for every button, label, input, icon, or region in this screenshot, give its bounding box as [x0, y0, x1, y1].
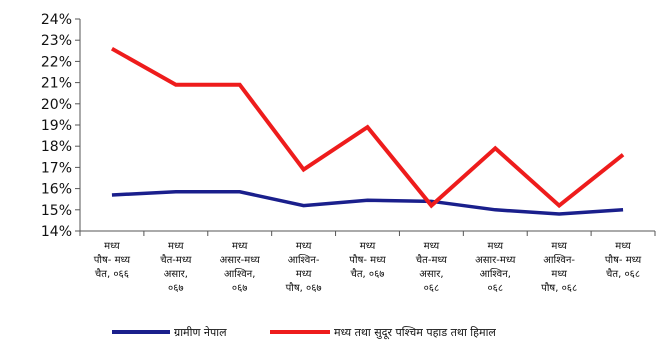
y-tick-label: 19%	[41, 118, 72, 134]
x-category-label-line: असार-मध्य	[475, 255, 515, 266]
x-category-label-line: चैत, ०६६	[95, 268, 129, 280]
x-category-label: मध्य असार-मध्य आश्विन, ०६८	[475, 241, 515, 294]
x-category-label-line: आश्विन,	[224, 268, 255, 280]
x-category-label-line: मध्य	[551, 241, 567, 252]
x-category-label-line: मध्य	[615, 241, 631, 252]
x-category-label-line: असार-मध्य	[220, 255, 260, 266]
x-category-label: मध्य पौष- मध्य चैत, ०६६	[94, 241, 131, 280]
x-category-label-line: ०६७	[168, 283, 184, 294]
x-category-label-line: असार,	[419, 269, 443, 280]
x-category-label-line: मध्य	[296, 269, 312, 280]
y-tick-label: 22%	[41, 54, 72, 70]
x-category-label-line: मध्य	[104, 241, 120, 252]
x-category-label-line: आश्विन-	[288, 254, 320, 266]
legend-label-1: ग्रामीण नेपाल	[174, 326, 227, 339]
x-category-label-line: पौष- मध्य	[605, 254, 642, 266]
y-tick-label: 15%	[41, 203, 72, 219]
x-category-label-line: मध्य	[232, 241, 248, 252]
y-tick-label: 17%	[41, 160, 72, 176]
x-category-label-line: मध्य	[360, 241, 376, 252]
x-category-label-line: पौष, ०६७	[286, 282, 322, 294]
x-category-label: मध्य आश्विन- मध्य पौष, ०६८	[541, 241, 577, 294]
x-category-label-line: चैत-मध्य	[416, 254, 447, 266]
x-category-label: मध्य पौष- मध्य चैत, ०६७	[349, 241, 386, 280]
x-category-label-line: चैत, ०६७	[350, 268, 384, 280]
x-category-label-line: मध्य	[488, 241, 504, 252]
x-category-label-line: ०६८	[424, 283, 440, 294]
x-category-label-line: चैत, ०६८	[606, 268, 640, 280]
x-category-label-line: मध्य	[424, 241, 440, 252]
chart-legend: ग्रामीण नेपाल मध्य तथा सुदूर पश्चिम पहाड …	[112, 326, 496, 340]
x-category-label-line: मध्य	[551, 269, 567, 280]
y-tick-label: 21%	[41, 76, 72, 92]
chart-axes	[75, 18, 656, 236]
y-axis-tick-labels: 14% 15% 16% 17% 18% 19% 20% 21% 22% 23% 24%	[41, 12, 72, 240]
x-category-label-line: मध्य	[168, 241, 184, 252]
x-category-label-line: आश्विन-	[543, 254, 575, 266]
x-category-label-line: मध्य	[296, 241, 312, 252]
y-tick-label: 16%	[41, 182, 72, 198]
x-category-label: मध्य असार-मध्य आश्विन, ०६७	[220, 241, 260, 294]
x-category-label: मध्य पौष- मध्य चैत, ०६८	[605, 241, 642, 280]
x-category-label-line: आश्विन,	[480, 268, 511, 280]
x-category-label-line: पौष- मध्य	[94, 254, 131, 266]
legend-label-2: मध्य तथा सुदूर पश्चिम पहाड तथा हिमाल	[334, 326, 496, 340]
x-category-label-line: ०६७	[232, 283, 248, 294]
y-tick-label: 23%	[41, 33, 72, 49]
x-category-label: मध्य आश्विन- मध्य पौष, ०६७	[286, 241, 322, 294]
y-tick-label: 14%	[41, 224, 72, 240]
y-tick-label: 20%	[41, 97, 72, 113]
x-category-label-line: पौष- मध्य	[349, 254, 386, 266]
x-category-label: मध्य चैत-मध्य असार, ०६७	[160, 241, 191, 294]
y-tick-label: 18%	[41, 139, 72, 155]
x-category-label-line: पौष, ०६८	[541, 282, 577, 294]
x-category-label: मध्य चैत-मध्य असार, ०६८	[416, 241, 447, 294]
series-lines	[110, 46, 625, 216]
x-category-label-line: चैत-मध्य	[160, 254, 191, 266]
y-tick-label: 24%	[41, 12, 72, 28]
x-axis-category-labels: मध्य पौष- मध्य चैत, ०६६ मध्य चैत-मध्य असार, ०६…	[94, 241, 642, 294]
x-category-label-line: असार,	[164, 269, 188, 280]
x-category-label-line: ०६८	[487, 283, 503, 294]
